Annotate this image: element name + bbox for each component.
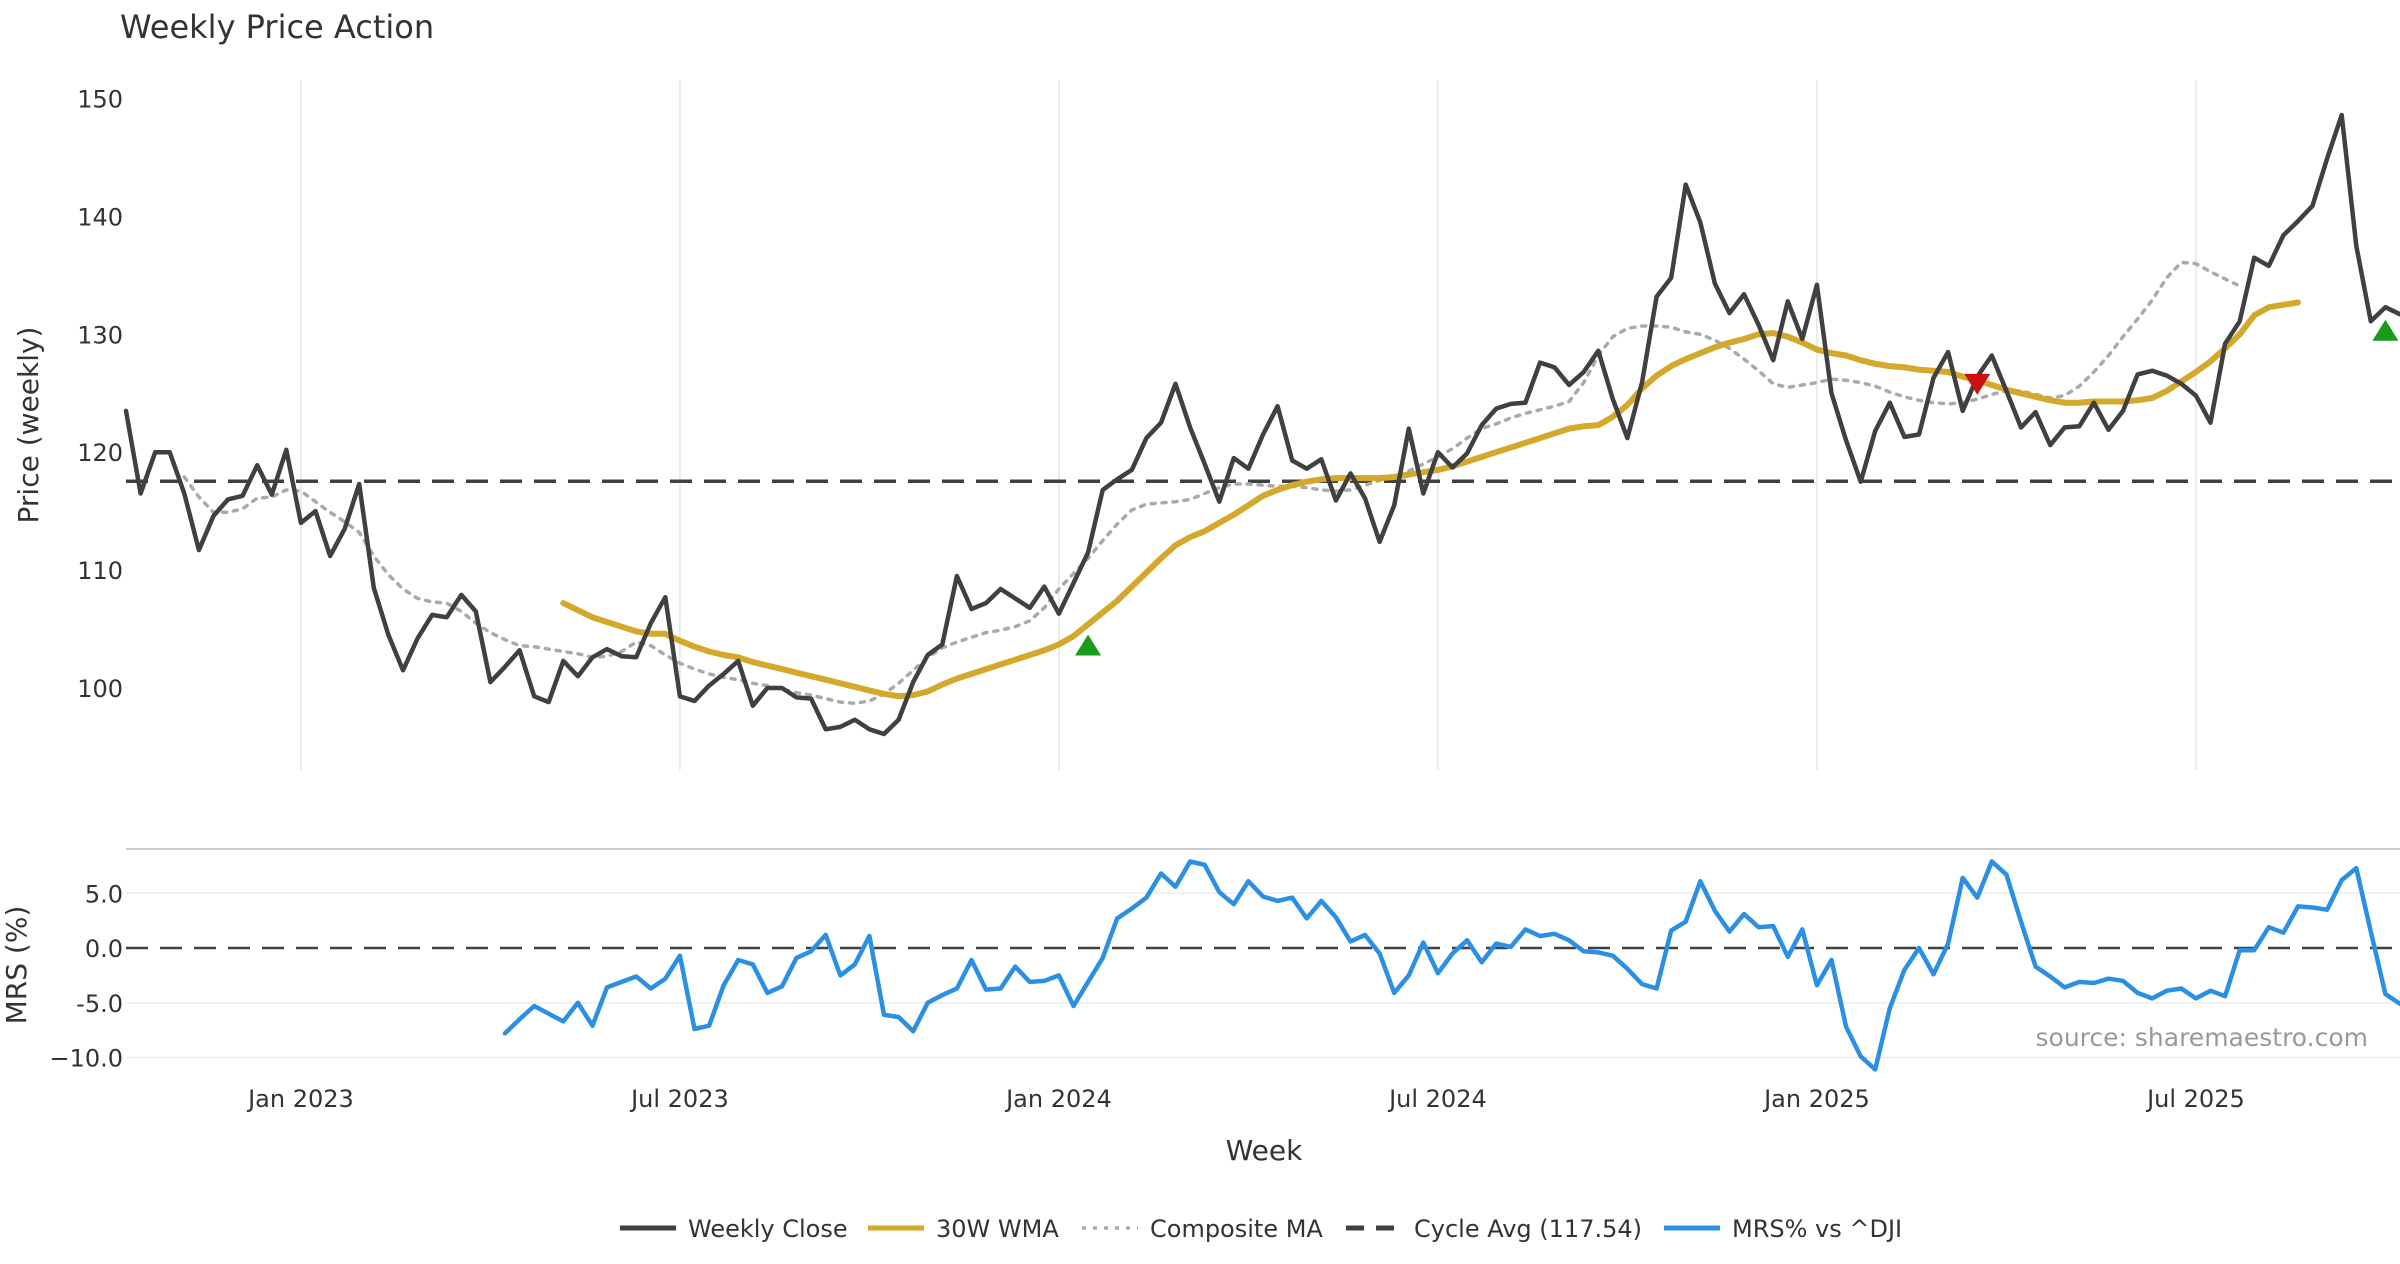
chart-title: Weekly Price Action — [120, 8, 434, 46]
buy-signal-marker — [1075, 634, 1102, 656]
price-y-tick-label: 100 — [77, 675, 123, 703]
price-y-tick-label: 120 — [77, 439, 123, 467]
x-tick-label: Jan 2023 — [246, 1085, 354, 1113]
mrs-line — [502, 859, 2400, 1072]
grid — [126, 80, 2400, 1059]
source-note: source: sharemaestro.com — [2036, 1023, 2369, 1052]
reference-lines — [126, 479, 2400, 950]
legend-label: MRS% vs ^DJI — [1732, 1215, 1902, 1243]
price-y-tick-label: 150 — [77, 86, 123, 114]
signal-markers — [1075, 319, 2399, 656]
legend-label: Cycle Avg (117.54) — [1414, 1215, 1642, 1243]
price-y-tick-label: 140 — [77, 203, 123, 231]
x-axis-label: Week — [1226, 1134, 1303, 1167]
wma-30w-line — [560, 299, 2301, 700]
buy-signal-marker — [2372, 319, 2399, 341]
x-tick-label: Jan 2025 — [1762, 1085, 1870, 1113]
mrs-y-tick-label: -5.0 — [76, 990, 123, 1018]
composite-ma-line — [182, 260, 2242, 706]
x-tick-label: Jul 2023 — [629, 1085, 729, 1113]
mrs-y-axis-label: MRS (%) — [0, 906, 33, 1025]
price-y-tick-label: 130 — [77, 321, 123, 349]
legend-label: Composite MA — [1150, 1215, 1323, 1243]
x-tick-label: Jul 2024 — [1387, 1085, 1487, 1113]
mrs-y-tick-label: 0.0 — [85, 935, 123, 963]
mrs-y-tick-label: −10.0 — [49, 1045, 123, 1073]
series-lines — [123, 112, 2400, 1072]
price-y-axis-label: Price (weekly) — [12, 327, 45, 524]
sell-signal-marker — [1964, 373, 1991, 395]
x-tick-label: Jan 2024 — [1004, 1085, 1112, 1113]
tick-labels: Jan 2023 Jul 2023 Jan 2024 Jul 2024 Jan 2025… — [49, 86, 2244, 1114]
legend: Weekly Close 30W WMA Composite MA Cycle Avg… — [620, 1215, 1902, 1243]
x-tick-label: Jul 2025 — [2145, 1085, 2245, 1113]
weekly-close-line — [123, 112, 2400, 737]
price-y-tick-label: 110 — [77, 557, 123, 585]
legend-label: 30W WMA — [936, 1215, 1059, 1243]
legend-label: Weekly Close — [688, 1215, 848, 1243]
mrs-y-tick-label: 5.0 — [85, 880, 123, 908]
